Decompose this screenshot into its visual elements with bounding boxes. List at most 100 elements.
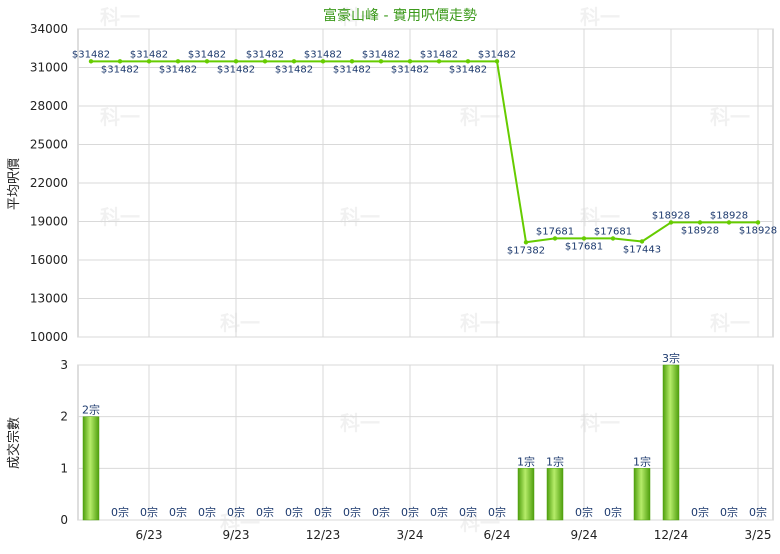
- bar-data-label: 0宗: [401, 505, 419, 519]
- price-point: [494, 59, 500, 64]
- bar-data-label: 0宗: [198, 505, 216, 519]
- price-point: [88, 59, 94, 64]
- watermark-text: 科一: [100, 5, 140, 29]
- price-point: [610, 236, 616, 241]
- watermark-text: 科一: [100, 205, 140, 229]
- price-tick-label: 22000: [30, 176, 68, 190]
- bar-data-label: 0宗: [285, 505, 303, 519]
- price-data-label: $31482: [478, 49, 516, 60]
- grid-layer: [77, 28, 774, 521]
- x-tick-label: 3/25: [745, 528, 772, 542]
- price-point: [726, 220, 732, 225]
- price-point: [436, 59, 442, 64]
- bar-data-label: 0宗: [430, 505, 448, 519]
- transaction-bar-series: 2宗 0宗 0宗 0宗 0宗 0宗 0宗 0宗 0宗 0宗 0宗 0宗 0宗 0宗 0宗 1宗 1宗 0宗 0宗 1宗…: [82, 351, 767, 521]
- price-data-label: $31482: [275, 64, 313, 75]
- price-point: [291, 59, 297, 64]
- price-data-label: $31482: [304, 49, 342, 60]
- price-data-label: $17443: [623, 244, 661, 255]
- bar-data-label: 0宗: [343, 505, 361, 519]
- count-tick-label: 2: [60, 410, 68, 424]
- price-point: [407, 59, 413, 64]
- price-data-label: $31482: [420, 49, 458, 60]
- price-data-label: $18928: [681, 225, 719, 236]
- chart-title: 富豪山峰 - 實用呎價走勢: [323, 7, 477, 24]
- watermark-text: 科一: [100, 105, 140, 129]
- price-tick-label: 28000: [30, 99, 68, 113]
- watermark-text: 科一: [460, 105, 500, 129]
- bar-data-label: 0宗: [459, 505, 477, 519]
- bar-data-label: 1宗: [546, 454, 564, 468]
- price-point: [639, 239, 645, 244]
- watermark-text: 科一: [460, 511, 500, 535]
- bar-data-label: 0宗: [256, 505, 274, 519]
- price-point: [755, 220, 761, 225]
- price-axis-label: 平均呎價: [7, 158, 22, 210]
- bar-data-label: 0宗: [140, 505, 158, 519]
- watermark-text: 科一: [220, 511, 260, 535]
- transaction-bar: [662, 364, 680, 521]
- price-data-label: $31482: [130, 49, 168, 60]
- price-tick-label: 10000: [30, 330, 68, 344]
- price-data-label: $31482: [101, 64, 139, 75]
- bar-data-label: 0宗: [720, 505, 738, 519]
- bar-data-label: 0宗: [227, 505, 245, 519]
- bar-data-label: 3宗: [662, 351, 680, 365]
- bar-data-label: 0宗: [575, 505, 593, 519]
- price-point: [465, 59, 471, 64]
- price-data-label: $31482: [72, 49, 110, 60]
- price-line-series: $31482 $31482 $31482 $31482 $31482 $31482 $314…: [72, 49, 777, 256]
- price-data-label: $31482: [362, 49, 400, 60]
- price-tick-label: 31000: [30, 61, 68, 75]
- x-tick-label: 6/23: [136, 528, 163, 542]
- watermark-text: 科一: [220, 311, 260, 335]
- price-tick-label: 13000: [30, 292, 68, 306]
- watermark-text: 科一: [710, 105, 750, 129]
- transaction-bar: [546, 468, 564, 521]
- bar-data-label: 1宗: [633, 454, 651, 468]
- price-point: [697, 220, 703, 225]
- x-tick-label: 12/24: [654, 528, 689, 542]
- bar-data-label: 0宗: [488, 505, 506, 519]
- count-tick-label: 0: [60, 513, 68, 527]
- price-data-label: $31482: [188, 49, 226, 60]
- price-point: [378, 59, 384, 64]
- price-data-label: $17382: [507, 245, 545, 256]
- transaction-bar: [517, 468, 535, 521]
- price-data-label: $31482: [246, 49, 284, 60]
- price-data-label: $31482: [449, 64, 487, 75]
- price-point: [146, 59, 152, 64]
- price-data-label: $18928: [710, 210, 748, 221]
- price-point: [349, 59, 355, 64]
- price-data-label: $31482: [391, 64, 429, 75]
- bar-data-label: 1宗: [517, 454, 535, 468]
- bar-data-label: 0宗: [169, 505, 187, 519]
- x-tick-label: 9/23: [223, 528, 250, 542]
- price-point: [552, 236, 558, 241]
- bar-data-label: 0宗: [372, 505, 390, 519]
- price-data-label: $18928: [652, 210, 690, 221]
- price-point: [233, 59, 239, 64]
- axis-layer: 10000 13000 16000 19000 22000 25000 28000 31000…: [30, 22, 772, 542]
- bar-data-label: 0宗: [314, 505, 332, 519]
- watermark-text: 科一: [580, 205, 620, 229]
- watermark-text: 科一: [340, 205, 380, 229]
- price-line: [91, 60, 758, 244]
- price-tick-label: 19000: [30, 215, 68, 229]
- transaction-bar: [633, 468, 651, 521]
- price-data-label: $17681: [536, 226, 574, 237]
- watermark-text: 科一: [710, 311, 750, 335]
- price-point: [204, 59, 210, 64]
- watermark-text: 科一: [580, 5, 620, 29]
- price-tick-label: 16000: [30, 253, 68, 267]
- bar-data-label: 2宗: [82, 403, 100, 417]
- watermark-text: 科一: [460, 311, 500, 335]
- bar-data-label: 0宗: [111, 505, 129, 519]
- bar-data-label: 0宗: [749, 505, 767, 519]
- watermark-text: 科一: [340, 411, 380, 435]
- price-point: [523, 240, 529, 245]
- count-tick-label: 3: [60, 358, 68, 372]
